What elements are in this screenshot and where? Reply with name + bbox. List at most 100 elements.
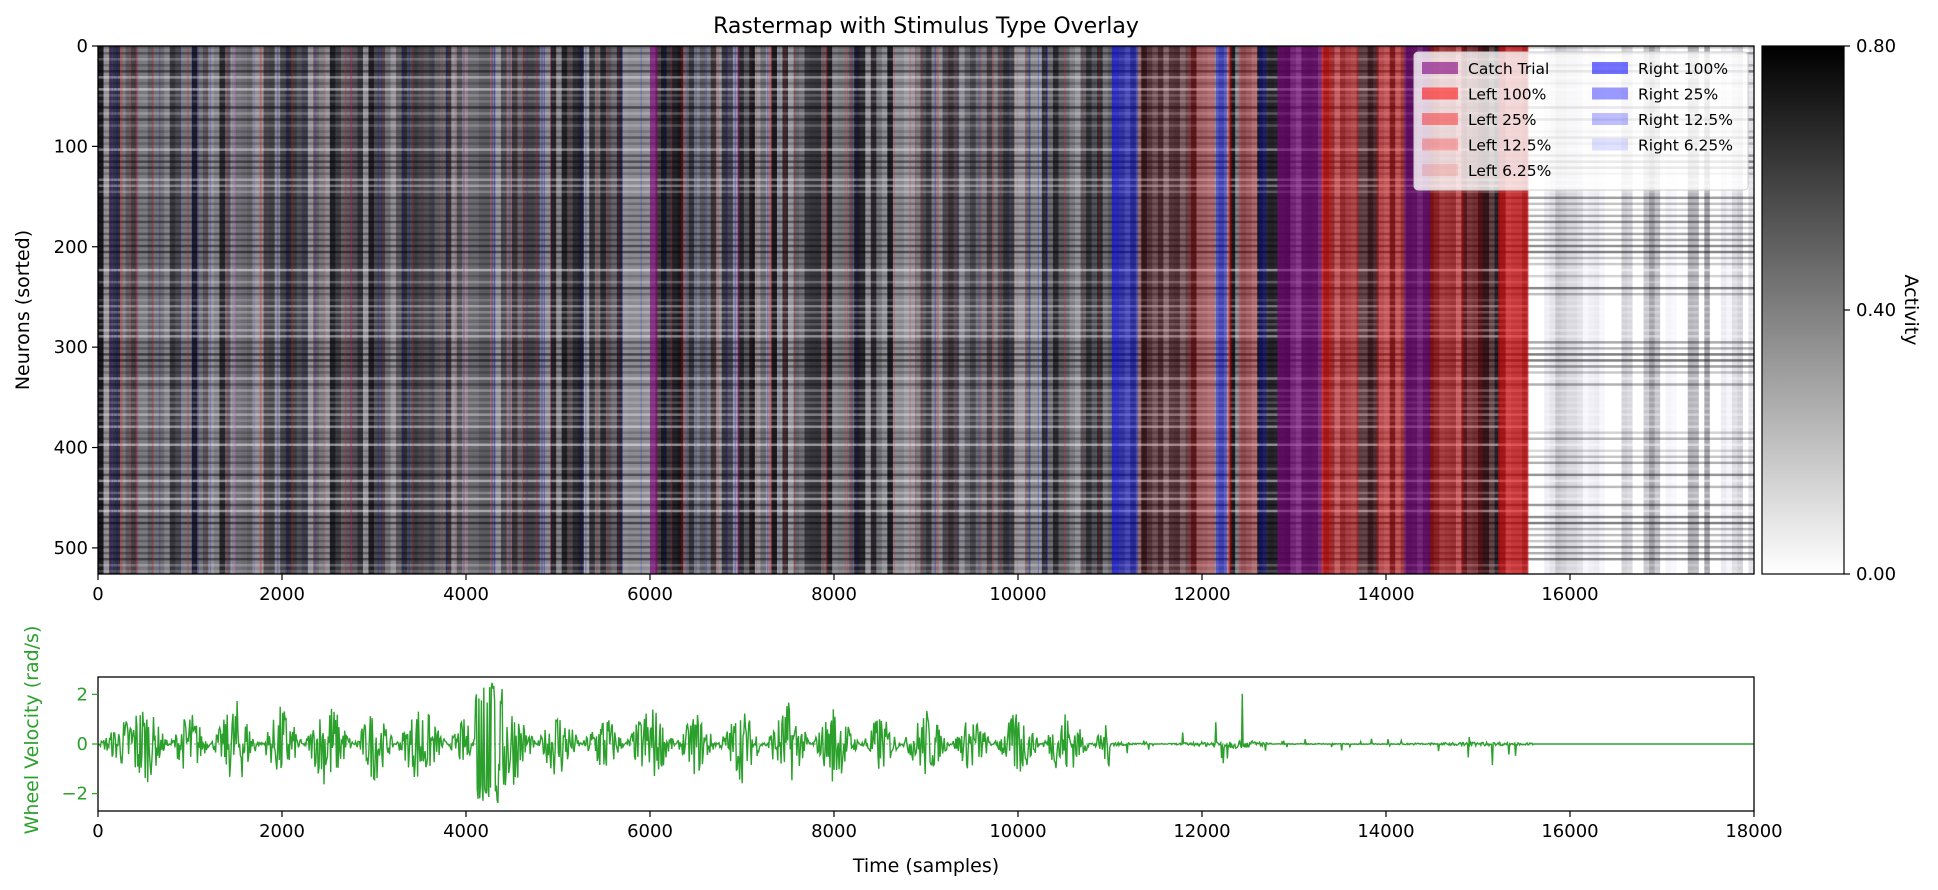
raster-thin-stimulus-line (1028, 46, 1030, 574)
raster-thin-stimulus-line (253, 46, 255, 574)
raster-row-band (98, 202, 1754, 206)
raster-column-band (876, 46, 883, 574)
legend-entries: Catch Trial Left 100% Left 25% Left 12.5% Le… (1422, 60, 1733, 180)
raster-column-band (528, 46, 535, 574)
raster-thin-stimulus-line (1016, 46, 1018, 574)
raster-thin-stimulus-line (580, 46, 583, 574)
raster-row-band (98, 353, 1754, 356)
wheel-x-tick-label: 10000 (989, 821, 1046, 842)
colorbar-tick-label: 0.40 (1856, 300, 1896, 321)
raster-thin-stimulus-line (135, 46, 137, 574)
raster-thin-stimulus-line (349, 46, 351, 574)
raster-thin-stimulus-line (1041, 46, 1043, 574)
raster-column-band (1582, 46, 1589, 574)
raster-column-band (103, 46, 110, 574)
raster-thin-stimulus-line (568, 46, 570, 574)
raster-column-band (269, 46, 276, 574)
legend-label: Right 6.25% (1638, 137, 1733, 155)
raster-column-band (512, 46, 519, 574)
raster-column-band (495, 46, 502, 574)
raster-column-band (1444, 46, 1451, 574)
raster-row-band (98, 341, 1754, 344)
raster-thin-stimulus-line (619, 46, 622, 574)
raster-column-band (534, 46, 541, 574)
raster-thin-stimulus-line (978, 46, 980, 574)
raster-thin-stimulus-line (314, 46, 316, 574)
raster-column-band (423, 46, 430, 574)
raster-thin-stimulus-line (607, 46, 609, 574)
stimulus-overlay-band (1111, 46, 1120, 574)
raster-thin-stimulus-line (606, 46, 608, 574)
raster-column-band (1571, 46, 1578, 574)
raster-thin-stimulus-line (179, 46, 182, 574)
stimulus-overlay-band (1137, 46, 1189, 574)
stimulus-overlay-band (1188, 46, 1215, 574)
raster-column-band (567, 46, 574, 574)
raster-thin-stimulus-line (737, 46, 739, 574)
raster-column-band (782, 46, 789, 574)
raster-column-band (340, 46, 347, 574)
raster-thin-stimulus-line (681, 46, 683, 574)
raster-row-band (98, 365, 1754, 368)
raster-column-band (1157, 46, 1164, 574)
raster-column-band (672, 46, 679, 574)
raster-row-band (98, 94, 1754, 97)
raster-column-band (992, 46, 999, 574)
raster-column-band (561, 46, 568, 574)
raster-column-band (1549, 46, 1556, 574)
raster-column-band (920, 46, 927, 574)
colorbar-tick-label: 0.80 (1856, 36, 1896, 57)
raster-column-band (451, 46, 458, 574)
raster-column-band (1726, 46, 1733, 574)
raster-row-band (98, 491, 1754, 495)
raster-thin-stimulus-line (769, 46, 772, 574)
raster-column-band (1052, 46, 1060, 574)
raster-thin-stimulus-line (822, 46, 824, 574)
raster-column-band (826, 46, 833, 574)
raster-row-band (98, 298, 1754, 302)
wheel-x-tick-label: 0 (92, 821, 103, 842)
raster-column-band (484, 46, 491, 574)
raster-column-band (556, 46, 563, 574)
raster-thin-stimulus-line (937, 46, 939, 574)
raster-row-band (98, 383, 1754, 386)
raster-column-band (407, 46, 414, 574)
raster-column-band (224, 46, 232, 574)
raster-column-band (914, 46, 922, 574)
raster-column-band (843, 46, 850, 574)
raster-column-band (258, 46, 265, 574)
raster-column-band (1472, 46, 1479, 574)
raster-frame (97, 45, 1755, 575)
raster-thin-stimulus-line (825, 46, 827, 574)
raster-column-band (1097, 46, 1104, 574)
raster-column-band (1378, 46, 1385, 574)
raster-column-band (324, 46, 331, 574)
raster-column-band (578, 46, 585, 574)
raster-column-band (362, 46, 370, 574)
raster-column-band (1124, 46, 1131, 574)
raster-column-band (1682, 46, 1689, 574)
raster-thin-stimulus-line (870, 46, 872, 574)
raster-thin-stimulus-line (266, 46, 268, 574)
stimulus-overlay-band (1259, 46, 1267, 574)
legend-swatch (1422, 113, 1458, 125)
raster-column-band (1163, 46, 1170, 574)
raster-column-band (776, 46, 784, 574)
raster-column-band (523, 46, 530, 574)
legend-label: Left 12.5% (1468, 137, 1551, 155)
raster-row-band (98, 533, 1754, 537)
raster-column-band (666, 46, 673, 574)
raster-column-band (1478, 46, 1485, 574)
raster-column-band (1483, 46, 1490, 574)
raster-column-band (638, 46, 646, 574)
raster-row-band (98, 311, 1754, 314)
raster-x-tick-label: 4000 (443, 584, 489, 605)
raster-row-band (98, 280, 1754, 284)
raster-column-band (131, 46, 138, 574)
raster-column-band (1533, 46, 1540, 574)
raster-thin-stimulus-line (291, 46, 293, 574)
raster-row-band (98, 268, 1754, 272)
raster-thin-stimulus-line (110, 46, 112, 574)
wheel-ylabel: Wheel Velocity (rad/s) (21, 626, 43, 835)
